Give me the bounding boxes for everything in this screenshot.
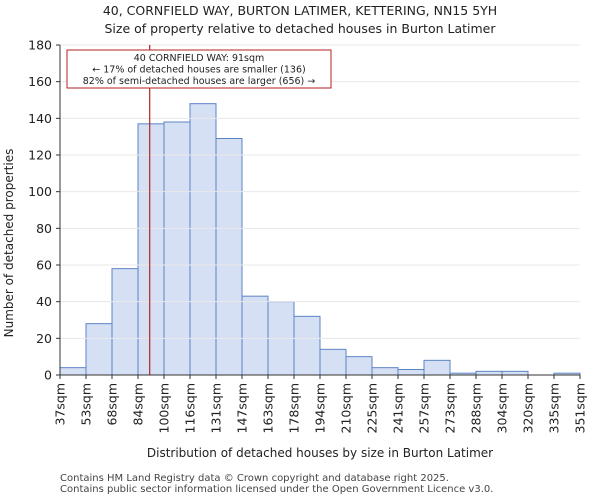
bar [345, 356, 373, 376]
y-tick-label: 0 [44, 368, 52, 383]
x-tick-label: 163sqm [261, 383, 276, 433]
annotation-line: ← 17% of detached houses are smaller (13… [92, 65, 305, 76]
chart-subtitle: Size of property relative to detached ho… [104, 21, 496, 36]
bar [293, 315, 321, 376]
bar [241, 295, 269, 376]
chart-title: 40, CORNFIELD WAY, BURTON LATIMER, KETTE… [102, 3, 498, 18]
y-tick-label: 180 [28, 38, 52, 53]
x-tick-label: 147sqm [235, 383, 250, 433]
footer: Contains HM Land Registry data © Crown c… [60, 473, 494, 495]
bar [397, 369, 425, 376]
footer-line-2: Contains public sector information licen… [60, 483, 494, 495]
x-tick-label: 53sqm [79, 383, 94, 426]
bar [423, 359, 451, 376]
y-tick-label: 100 [28, 184, 52, 199]
bar [111, 268, 139, 376]
bar [137, 123, 165, 376]
bar [189, 103, 217, 376]
annotation-line: 40 CORNFIELD WAY: 91sqm [134, 53, 265, 64]
bars-group [59, 103, 581, 376]
bar [319, 348, 347, 376]
y-tick-label: 160 [28, 74, 52, 89]
x-tick-label: 84sqm [131, 383, 146, 426]
bar [85, 323, 113, 376]
y-tick-label: 120 [28, 148, 52, 163]
histogram-chart: 0 20 40 60 80 100 120 140 160 180 37sqm 53sqm 68sqm 8… [2, 38, 588, 461]
y-tick-label: 140 [28, 111, 52, 126]
x-tick-label: 241sqm [391, 383, 406, 433]
x-tick-label: 288sqm [469, 383, 484, 433]
annotation-box [66, 49, 332, 89]
y-tick-label: 20 [36, 331, 52, 346]
x-tick-label: 37sqm [53, 383, 68, 426]
annotation-group: 40 CORNFIELD WAY: 91sqm← 17% of detached… [66, 45, 332, 375]
y-tick-label: 80 [36, 221, 52, 236]
x-tick-label: 273sqm [443, 383, 458, 433]
x-tick-label: 178sqm [287, 383, 302, 433]
x-tick-label: 131sqm [209, 383, 224, 433]
x-tick-label: 225sqm [365, 383, 380, 433]
x-tick-label: 335sqm [547, 383, 562, 433]
x-tick-label: 257sqm [417, 383, 432, 433]
x-tick-label: 304sqm [495, 383, 510, 433]
footer-line-1: Contains HM Land Registry data © Crown c… [60, 473, 449, 484]
x-tick-label: 68sqm [105, 383, 120, 426]
bar [475, 370, 503, 376]
bar [501, 370, 529, 376]
bar [215, 138, 243, 376]
x-tick-label: 194sqm [313, 383, 328, 433]
x-tick-label: 116sqm [183, 383, 198, 433]
bar [371, 367, 399, 376]
x-tick-label: 100sqm [157, 383, 172, 433]
annotation-line: 82% of semi-detached houses are larger (… [83, 76, 316, 87]
x-tick-label: 210sqm [339, 383, 354, 433]
chart-title-block: 40, CORNFIELD WAY, BURTON LATIMER, KETTE… [0, 2, 600, 38]
bar [163, 121, 191, 376]
x-tick-label: 320sqm [521, 383, 536, 433]
y-axis-label: Number of detached properties [2, 149, 16, 338]
y-tick-label: 40 [36, 294, 52, 309]
x-tick-label: 351sqm [573, 383, 588, 433]
y-tick-label: 60 [36, 258, 52, 273]
bar [59, 367, 87, 376]
axes-group: 0 20 40 60 80 100 120 140 160 180 37sqm 53sqm 68sqm 8… [28, 38, 587, 434]
x-axis-label: Distribution of detached houses by size … [147, 446, 493, 460]
